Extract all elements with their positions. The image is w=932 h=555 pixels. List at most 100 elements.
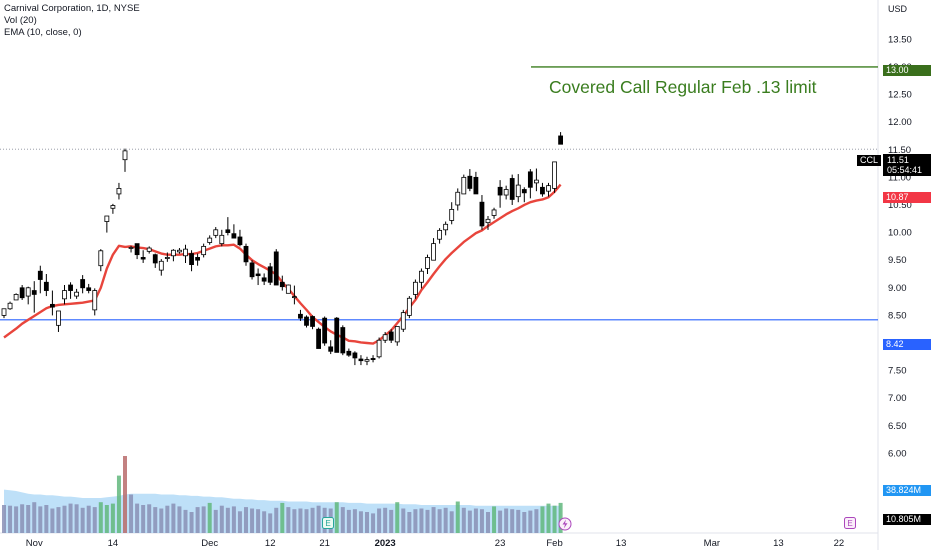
candle[interactable]	[509, 174, 515, 205]
candle[interactable]	[285, 284, 291, 294]
candle[interactable]	[37, 265, 43, 294]
candle[interactable]	[170, 249, 176, 262]
candle[interactable]	[552, 161, 557, 193]
candle[interactable]	[521, 187, 527, 203]
candle[interactable]	[1, 308, 7, 319]
candle[interactable]	[461, 174, 467, 195]
candle[interactable]	[92, 288, 98, 316]
candle[interactable]	[140, 250, 146, 263]
time-axis[interactable]: Nov 14 Dec 12 21 2023 23 Feb 13 Mar 13 22	[26, 538, 844, 549]
candle[interactable]	[98, 249, 104, 272]
volume-legend[interactable]: Vol (20)	[4, 15, 37, 26]
candle[interactable]	[358, 355, 364, 366]
candle[interactable]	[25, 286, 31, 305]
candle[interactable]	[334, 317, 340, 353]
candle[interactable]	[164, 252, 170, 262]
candle[interactable]	[80, 275, 86, 294]
candle[interactable]	[425, 254, 430, 274]
candle[interactable]	[207, 235, 213, 245]
candle[interactable]	[298, 309, 303, 321]
candle[interactable]	[195, 253, 201, 266]
covered-call-annotation[interactable]: Covered Call Regular Feb .13 limit	[549, 77, 817, 97]
candle[interactable]	[322, 316, 328, 346]
candle[interactable]	[364, 356, 370, 366]
candle[interactable]	[455, 188, 461, 211]
candle[interactable]	[291, 285, 297, 305]
candle[interactable]	[219, 229, 225, 247]
candle[interactable]	[74, 288, 79, 299]
candle[interactable]	[116, 182, 122, 200]
candle[interactable]	[310, 315, 315, 330]
candle[interactable]	[249, 260, 255, 280]
candle[interactable]	[177, 248, 182, 254]
candle[interactable]	[255, 268, 261, 286]
candle[interactable]	[104, 215, 110, 233]
candle[interactable]	[412, 279, 418, 299]
candle[interactable]	[201, 243, 207, 258]
candle[interactable]	[527, 169, 533, 199]
candle[interactable]	[13, 293, 19, 301]
candle[interactable]	[376, 337, 382, 359]
candle[interactable]	[7, 301, 13, 310]
candle[interactable]	[128, 245, 134, 253]
candle[interactable]	[62, 285, 67, 305]
candle[interactable]	[431, 238, 436, 261]
ema-legend[interactable]: EMA (10, close, 0)	[4, 27, 82, 38]
candle[interactable]	[152, 253, 158, 268]
earnings-marker-1[interactable]: E	[322, 517, 334, 529]
candle[interactable]	[231, 224, 237, 239]
candle[interactable]	[370, 355, 376, 363]
candle[interactable]	[515, 174, 521, 203]
candle[interactable]	[134, 243, 140, 260]
candle[interactable]	[56, 310, 61, 332]
candle[interactable]	[503, 185, 509, 200]
candle[interactable]	[540, 182, 545, 197]
candle[interactable]	[340, 325, 346, 356]
candle[interactable]	[237, 229, 243, 247]
candle[interactable]	[346, 348, 352, 357]
candle[interactable]	[437, 228, 443, 244]
candle[interactable]	[406, 296, 412, 319]
candle[interactable]	[485, 216, 491, 230]
candle[interactable]	[225, 217, 231, 236]
candle[interactable]	[19, 285, 25, 300]
earnings-marker-2[interactable]: E	[844, 517, 856, 529]
candle[interactable]	[388, 329, 394, 344]
candle[interactable]	[479, 195, 485, 230]
candle[interactable]	[68, 282, 73, 299]
candle[interactable]	[491, 207, 497, 219]
candle[interactable]	[261, 273, 267, 286]
candle[interactable]	[419, 268, 424, 289]
candle[interactable]	[158, 259, 164, 276]
candle[interactable]	[243, 243, 249, 266]
candle[interactable]	[400, 309, 406, 332]
symbol-title[interactable]: Carnival Corporation, 1D, NYSE	[4, 3, 140, 14]
candle[interactable]	[304, 315, 309, 328]
candle[interactable]	[267, 262, 273, 286]
candle[interactable]	[316, 327, 322, 349]
candle[interactable]	[558, 132, 563, 145]
price-axis[interactable]: 13.5013.0012.5012.0011.5011.0010.5010.00…	[888, 34, 912, 459]
candle[interactable]	[394, 326, 400, 346]
candle[interactable]	[273, 249, 279, 286]
candle[interactable]	[43, 273, 49, 297]
candle[interactable]	[183, 244, 188, 263]
candle[interactable]	[31, 281, 37, 313]
candle[interactable]	[473, 171, 479, 195]
candle[interactable]	[382, 331, 388, 344]
candle[interactable]	[467, 169, 473, 192]
candle[interactable]	[497, 180, 503, 208]
candle[interactable]	[213, 227, 219, 239]
candle[interactable]	[50, 290, 55, 316]
candle[interactable]	[189, 250, 194, 272]
candle[interactable]	[279, 275, 285, 291]
candle[interactable]	[328, 340, 334, 355]
candle[interactable]	[546, 182, 551, 197]
candle[interactable]	[449, 202, 455, 225]
candle[interactable]	[534, 168, 539, 192]
candle[interactable]	[146, 246, 152, 254]
candle[interactable]	[110, 203, 116, 214]
candle[interactable]	[352, 351, 358, 366]
candle[interactable]	[86, 283, 92, 294]
